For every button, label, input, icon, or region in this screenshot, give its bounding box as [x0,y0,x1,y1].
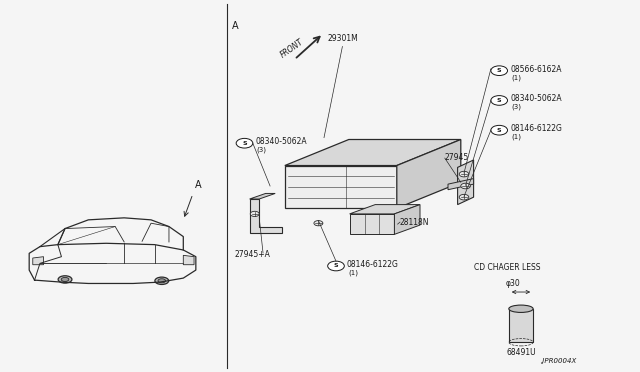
Text: (3): (3) [511,104,522,110]
Text: 28118N: 28118N [400,218,429,227]
Polygon shape [394,205,420,234]
Text: (1): (1) [511,74,522,81]
Circle shape [460,195,468,200]
Text: (1): (1) [511,134,522,140]
Polygon shape [250,199,282,232]
Text: 08340-5062A: 08340-5062A [255,137,307,146]
Text: (3): (3) [257,147,267,153]
Text: 08146-6122G: 08146-6122G [510,124,562,133]
Ellipse shape [58,276,72,283]
Text: 29301M: 29301M [327,34,358,43]
Text: CD CHAGER LESS: CD CHAGER LESS [474,263,540,272]
Polygon shape [397,140,461,208]
Ellipse shape [158,279,166,283]
Text: (1): (1) [348,269,358,276]
Ellipse shape [509,305,533,312]
Text: 27945+A: 27945+A [234,250,270,259]
Polygon shape [448,179,474,190]
Text: S: S [333,263,339,269]
Polygon shape [458,160,474,205]
Bar [509,309,533,342]
Ellipse shape [61,278,69,282]
Text: 08566-6162A: 08566-6162A [510,65,561,74]
Polygon shape [285,140,461,166]
Circle shape [491,125,508,135]
Text: S: S [242,141,247,146]
Circle shape [491,96,508,105]
Circle shape [314,221,323,226]
Polygon shape [285,166,397,208]
Circle shape [491,66,508,76]
Text: S: S [497,68,502,73]
Text: 08146-6122G: 08146-6122G [347,260,399,269]
Ellipse shape [155,277,169,285]
Circle shape [250,211,259,217]
Text: 27945: 27945 [445,153,469,162]
Text: S: S [497,98,502,103]
Circle shape [328,261,344,271]
Circle shape [460,171,468,177]
Polygon shape [349,214,394,234]
Text: FRONT: FRONT [278,37,305,60]
Polygon shape [349,205,420,214]
Polygon shape [33,257,44,265]
Polygon shape [183,255,194,265]
Text: A: A [195,180,202,190]
Text: 68491U: 68491U [506,348,536,357]
Text: φ30: φ30 [506,279,520,288]
Text: A: A [232,21,239,31]
Text: S: S [497,128,502,133]
Circle shape [236,138,253,148]
Polygon shape [250,193,275,199]
Text: .JPR0004X: .JPR0004X [541,358,577,364]
Text: 08340-5062A: 08340-5062A [510,94,562,103]
Circle shape [461,183,470,189]
